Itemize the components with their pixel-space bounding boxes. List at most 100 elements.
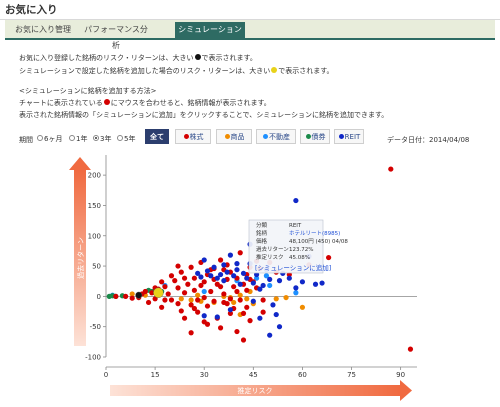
reit-point[interactable] [312, 281, 319, 287]
realestate-point[interactable] [293, 290, 299, 296]
reit-point[interactable] [270, 302, 276, 308]
stock-point[interactable] [234, 288, 240, 295]
stock-point[interactable] [231, 284, 237, 290]
filter-bond-button[interactable]: 債券 [300, 129, 330, 144]
stock-point[interactable] [227, 296, 233, 302]
reit-point[interactable] [319, 280, 325, 286]
stock-point[interactable] [159, 304, 165, 310]
stock-point[interactable] [168, 273, 175, 279]
reit-point[interactable] [224, 269, 230, 275]
stock-point[interactable] [195, 297, 201, 303]
reit-point[interactable] [208, 273, 214, 279]
stock-point[interactable] [201, 294, 207, 301]
stock-point[interactable] [188, 264, 194, 270]
stock-point[interactable] [175, 301, 181, 307]
stock-point[interactable] [326, 254, 332, 261]
reit-point[interactable] [250, 280, 256, 286]
stock-point[interactable] [204, 303, 211, 309]
reit-point[interactable] [250, 298, 256, 304]
reit-point[interactable] [260, 282, 266, 289]
filter-commodity-button[interactable]: 商品 [216, 129, 252, 144]
realestate-point[interactable] [201, 288, 207, 295]
reit-point[interactable] [244, 275, 250, 281]
filter-reit-button[interactable]: REIT [334, 129, 364, 144]
stock-point[interactable] [217, 284, 224, 290]
realestate-point[interactable] [263, 273, 270, 279]
stock-point[interactable] [129, 295, 135, 301]
commodity-point[interactable] [178, 296, 184, 302]
stock-point[interactable] [244, 287, 250, 293]
reit-point[interactable] [273, 311, 279, 318]
commodity-point[interactable] [244, 296, 250, 302]
reit-point[interactable] [227, 252, 233, 258]
reit-point[interactable] [201, 313, 207, 319]
stock-point[interactable] [227, 310, 233, 316]
stock-point[interactable] [175, 263, 181, 269]
filter-stock-button[interactable]: 株式 [175, 129, 211, 144]
reit-point[interactable] [214, 314, 220, 320]
stock-point[interactable] [260, 309, 266, 315]
tab-favorites-manage[interactable]: お気に入り管理 [15, 25, 71, 34]
tooltip-stock-link[interactable]: ホテルリート(8985) [289, 230, 340, 237]
stock-point[interactable] [217, 325, 224, 331]
period-5y-radio[interactable]: 5年 [117, 134, 135, 144]
stock-point[interactable] [149, 290, 155, 296]
commodity-point[interactable] [129, 291, 135, 297]
stock-point[interactable] [237, 297, 243, 303]
stock-point[interactable] [244, 304, 250, 310]
stock-point[interactable] [142, 288, 148, 295]
add-to-simulation-link[interactable]: [シミュレーションに追加] [255, 263, 331, 272]
realestate-point[interactable] [267, 282, 273, 289]
stock-point[interactable] [407, 346, 414, 352]
tab-simulation[interactable]: シミュレーション [175, 22, 245, 38]
commodity-point[interactable] [283, 294, 289, 301]
reit-point[interactable] [276, 278, 283, 284]
reit-point[interactable] [286, 275, 292, 281]
reit-point[interactable] [299, 279, 306, 285]
reit-point[interactable] [227, 307, 233, 313]
stock-point[interactable] [159, 279, 165, 285]
commodity-point[interactable] [231, 299, 237, 306]
stock-point[interactable] [221, 291, 227, 297]
commodity-point[interactable] [195, 292, 201, 298]
reit-point[interactable] [293, 285, 299, 291]
reit-point[interactable] [221, 262, 227, 268]
stock-point[interactable] [181, 290, 188, 296]
commodity-point[interactable] [273, 296, 279, 302]
stock-point[interactable] [211, 298, 217, 304]
reit-point[interactable] [267, 276, 273, 282]
stock-point[interactable] [208, 288, 214, 295]
stock-point[interactable] [191, 287, 197, 293]
period-6m-radio[interactable]: 6ヶ月 [37, 134, 62, 144]
reit-point[interactable] [276, 324, 283, 330]
tab-performance-analysis[interactable]: パフォーマンス分析 [84, 25, 148, 50]
stock-point[interactable] [198, 282, 204, 289]
simulation-point[interactable] [153, 287, 164, 298]
stock-point[interactable] [181, 315, 188, 321]
stock-point[interactable] [175, 285, 181, 291]
realestate-point[interactable] [253, 275, 260, 281]
stock-point[interactable] [113, 293, 119, 299]
stock-point[interactable] [123, 293, 129, 299]
reit-point[interactable] [198, 274, 204, 280]
stock-point[interactable] [145, 299, 152, 306]
stock-point[interactable] [388, 166, 394, 172]
reit-point[interactable] [214, 275, 220, 281]
reit-point[interactable] [201, 257, 207, 263]
commodity-point[interactable] [237, 292, 243, 298]
stock-point[interactable] [201, 279, 207, 285]
stock-point[interactable] [165, 291, 171, 297]
stock-point[interactable] [237, 250, 243, 256]
filter-realestate-button[interactable]: 不動産 [256, 129, 296, 144]
stock-point[interactable] [234, 328, 240, 335]
reit-point[interactable] [293, 197, 299, 204]
stock-point[interactable] [224, 301, 230, 307]
reit-point[interactable] [237, 281, 243, 287]
stock-point[interactable] [240, 337, 247, 343]
stock-point[interactable] [204, 321, 211, 327]
stock-point[interactable] [172, 278, 178, 284]
period-3y-radio[interactable]: 3年 [93, 134, 111, 144]
stock-point[interactable] [195, 309, 201, 315]
stock-point[interactable] [188, 302, 194, 308]
favorite-point[interactable] [135, 291, 143, 299]
